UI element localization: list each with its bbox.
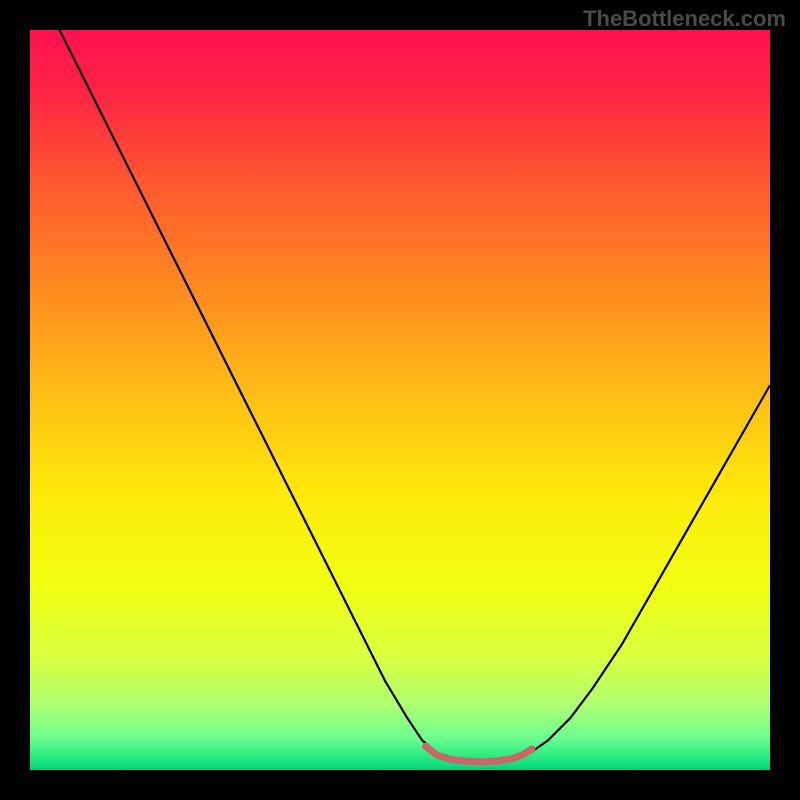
optimal-range-endpoint (422, 743, 430, 751)
plot-area (30, 30, 770, 770)
chart-svg (30, 30, 770, 770)
watermark-text: TheBottleneck.com (583, 6, 786, 32)
chart-frame: TheBottleneck.com (0, 0, 800, 800)
gradient-background (30, 30, 770, 770)
optimal-range-endpoint (528, 745, 536, 753)
